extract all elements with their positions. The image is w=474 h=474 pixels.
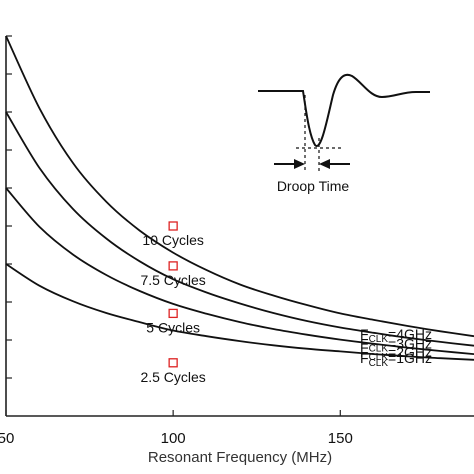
cycle-marker: [168, 261, 178, 271]
series-line-2: [5, 187, 474, 355]
cycle-label: 10 Cycles: [142, 232, 203, 248]
legend-entry: FCLK=3GHz: [360, 336, 432, 355]
droop-inset: Droop Time: [258, 73, 430, 194]
legend-entry: FCLK=2GHz: [360, 344, 432, 363]
series-line-3: [5, 111, 474, 347]
cycle-marker: [168, 221, 178, 231]
legend-entry: FCLK=4GHz: [360, 326, 432, 345]
inset-arrow-left-head: [294, 159, 305, 169]
inset-label: Droop Time: [277, 178, 350, 194]
cycle-label: 7.5 Cycles: [140, 272, 205, 288]
series-curves: [5, 35, 474, 361]
cycle-markers: 10 Cycles 7.5 Cycles 5 Cycles 2.5 Cycles: [140, 221, 206, 385]
cycle-marker: [168, 358, 178, 368]
cycle-marker: [168, 308, 178, 319]
inset-waveform: [258, 73, 430, 147]
x-tick-label: 100: [161, 430, 186, 447]
x-tick-label: 150: [328, 430, 353, 447]
cycle-label: 5 Cycles: [146, 319, 200, 335]
legend-entry: FCLK=1GHz: [360, 350, 432, 369]
series-line-4: [5, 35, 474, 338]
cycle-label: 2.5 Cycles: [140, 369, 205, 385]
x-axis-label: Resonant Frequency (MHz): [148, 449, 332, 466]
x-axis: 50 100 150 Resonant Frequency (MHz): [0, 410, 353, 466]
series-line-1: [5, 263, 474, 361]
inset-arrow-right-head: [319, 159, 330, 169]
x-tick-label: 50: [0, 430, 14, 447]
